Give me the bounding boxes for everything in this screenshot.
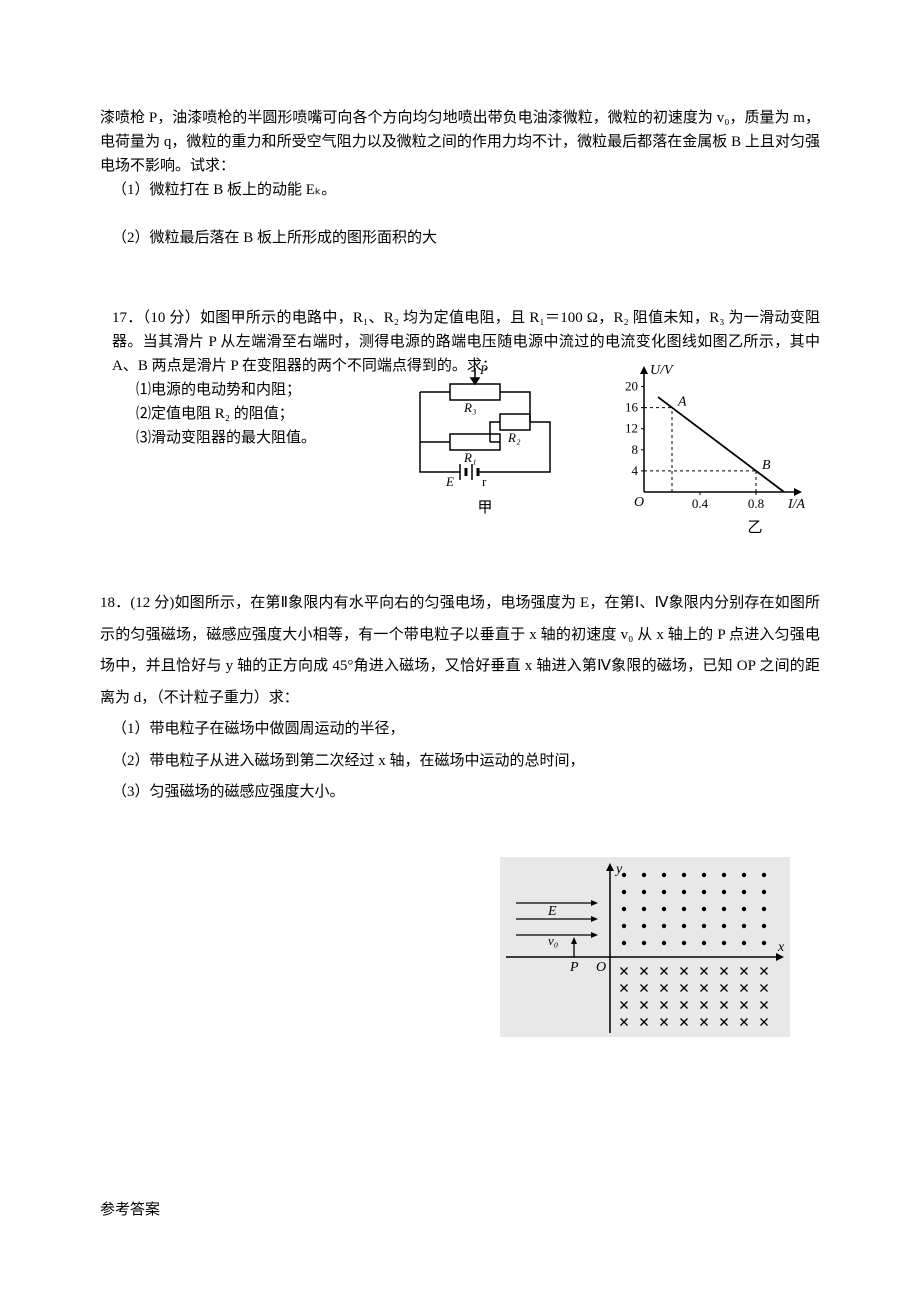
svg-text:P: P bbox=[569, 960, 579, 975]
answer-key-heading: 参考答案 bbox=[100, 1198, 160, 1222]
q17-graph: 4 8 12 16 20 0.4 0.8 A B U/V I/A O bbox=[610, 362, 810, 512]
q17-caption-right: 乙 bbox=[747, 516, 762, 540]
svg-text:4: 4 bbox=[632, 463, 639, 478]
svg-text:U/V: U/V bbox=[650, 363, 674, 378]
svg-text:B: B bbox=[762, 458, 771, 473]
svg-text:E: E bbox=[547, 904, 557, 919]
q18-part2: （2）带电粒子从进入磁场到第二次经过 x 轴，在磁场中运动的总时间， bbox=[100, 746, 820, 778]
label-r: r bbox=[482, 474, 487, 489]
label-R2: R₂ bbox=[507, 430, 521, 445]
q18-part3: （3）匀强磁场的磁感应强度大小。 bbox=[100, 777, 820, 809]
q18-figure: Ev₀ y x P O bbox=[500, 857, 790, 1037]
svg-text:O: O bbox=[596, 960, 606, 975]
q17-circuit-diagram: P R₃ R₂ R₁ E r bbox=[400, 362, 570, 492]
label-R1: R₁ bbox=[463, 450, 476, 465]
q18-intro: 18．(12 分)如图所示，在第Ⅱ象限内有水平向右的匀强电场，电场强度为 E，在… bbox=[100, 588, 820, 714]
q16-part1: （1）微粒打在 B 板上的动能 Eₖ。 bbox=[100, 178, 820, 202]
svg-text:12: 12 bbox=[625, 421, 638, 436]
q16-intro-continued: 漆喷枪 P，油漆喷枪的半圆形喷嘴可向各个方向均匀地喷出带负电油漆微粒，微粒的初速… bbox=[100, 106, 820, 178]
svg-text:8: 8 bbox=[632, 442, 639, 457]
svg-text:v₀: v₀ bbox=[548, 933, 558, 948]
svg-text:O: O bbox=[634, 495, 644, 510]
label-R3: R₃ bbox=[463, 400, 476, 415]
q18-part1: （1）带电粒子在磁场中做圆周运动的半径， bbox=[100, 714, 820, 746]
svg-text:0.8: 0.8 bbox=[748, 496, 764, 511]
svg-text:I/A: I/A bbox=[787, 497, 806, 512]
label-P: P bbox=[479, 362, 488, 377]
svg-text:0.4: 0.4 bbox=[692, 496, 709, 511]
svg-text:16: 16 bbox=[625, 400, 639, 415]
q17-caption-left: 甲 bbox=[477, 496, 492, 520]
svg-text:20: 20 bbox=[625, 379, 638, 394]
label-E: E bbox=[445, 474, 454, 489]
svg-text:x: x bbox=[777, 940, 785, 955]
svg-text:y: y bbox=[614, 862, 623, 877]
svg-text:A: A bbox=[677, 395, 687, 410]
q16-part2: （2）微粒最后落在 B 板上所形成的图形面积的大 bbox=[100, 226, 820, 250]
